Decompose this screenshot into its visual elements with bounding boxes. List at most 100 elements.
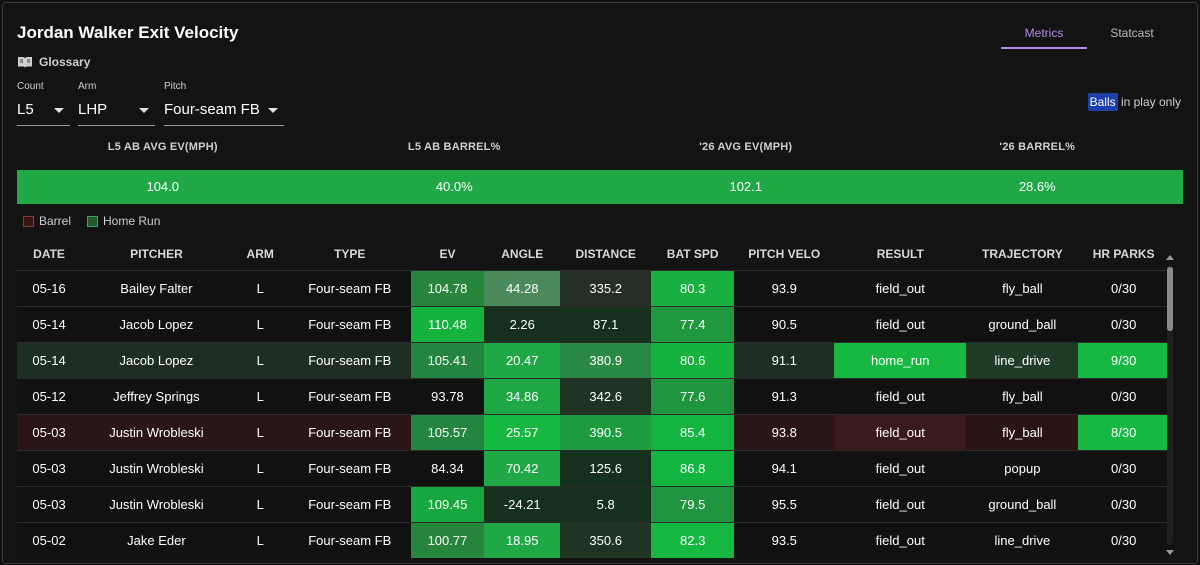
tab-statcast[interactable]: Statcast [1110, 26, 1154, 40]
table-cell: 05-02 [17, 522, 82, 558]
table-cell: 44.28 [484, 270, 561, 307]
balls-chip[interactable]: Balls [1087, 93, 1118, 111]
table-cell: 20.47 [484, 342, 561, 379]
summary-label: '26 BARREL% [999, 141, 1076, 153]
table-row[interactable]: 05-16 Bailey Falter L Four-seam FB 104.78 44.… [17, 270, 1169, 307]
table-row[interactable]: 05-14 Jacob Lopez L Four-seam FB 105.41 20.47… [17, 342, 1169, 379]
table-cell: Four-seam FB [288, 450, 411, 487]
scroll-thumb[interactable] [1167, 267, 1173, 331]
table-cell: 0/30 [1078, 378, 1169, 415]
table-cell: 86.8 [650, 450, 735, 487]
table-cell: 93.8 [734, 414, 835, 451]
table-cell: Four-seam FB [288, 522, 411, 558]
table-cell: Justin Wrobleski [81, 414, 232, 451]
table-cell: field_out [834, 414, 967, 451]
col-header[interactable]: PITCH VELO [748, 247, 821, 261]
table-cell: 105.57 [410, 414, 485, 451]
table-cell: Four-seam FB [288, 342, 411, 379]
scroll-down-icon[interactable] [1166, 550, 1174, 555]
table-cell: popup [966, 450, 1079, 487]
legend-barrel-label: Barrel [39, 214, 72, 228]
table-cell: 25.57 [484, 414, 561, 451]
summary-value: 40.0% [435, 179, 473, 194]
table-cell: 2.26 [484, 306, 561, 343]
chevron-down-icon [54, 108, 64, 113]
table-cell: 80.3 [650, 270, 735, 307]
table-cell: L [231, 414, 289, 451]
table-cell: field_out [834, 270, 967, 307]
col-header[interactable]: PITCHER [130, 247, 183, 261]
table-scrollbar[interactable] [1165, 255, 1175, 555]
table-cell: ground_ball [966, 306, 1079, 343]
scroll-up-icon[interactable] [1166, 255, 1174, 260]
arm-select[interactable]: LHP [78, 97, 155, 126]
table-cell: 109.45 [410, 486, 485, 523]
table-cell: Justin Wrobleski [81, 486, 232, 523]
table-cell: 125.6 [560, 450, 651, 487]
page-title: Jordan Walker Exit Velocity [17, 23, 239, 42]
table-cell: 05-12 [17, 378, 82, 415]
count-value: L5 [17, 101, 34, 118]
col-header[interactable]: DISTANCE [575, 247, 636, 261]
table-cell: L [231, 342, 289, 379]
balls-in-play-toggle[interactable]: Balls in play only [1087, 93, 1181, 111]
col-header[interactable]: BAT SPD [666, 247, 719, 261]
arm-value: LHP [78, 101, 108, 118]
legend-home-run-label: Home Run [103, 214, 161, 228]
table-cell: 342.6 [560, 378, 651, 415]
col-header[interactable]: RESULT [876, 247, 924, 261]
table-row[interactable]: 05-14 Jacob Lopez L Four-seam FB 110.48 2.26 8… [17, 306, 1169, 343]
table-cell: L [231, 450, 289, 487]
chevron-down-icon [139, 108, 149, 113]
table-cell: 34.86 [484, 378, 561, 415]
table-cell: 05-14 [17, 306, 82, 343]
col-header[interactable]: HR PARKS [1092, 247, 1155, 261]
col-header[interactable]: ARM [246, 247, 274, 261]
table-cell: 94.1 [734, 450, 835, 487]
legend-home-run: Home Run [87, 214, 160, 228]
table-cell: 390.5 [560, 414, 651, 451]
table-cell: field_out [834, 522, 967, 558]
table-cell: L [231, 270, 289, 307]
table-row[interactable]: 05-03 Justin Wrobleski L Four-seam FB 109.45… [17, 486, 1169, 523]
table-cell: 18.95 [484, 522, 561, 558]
col-header[interactable]: DATE [33, 247, 65, 261]
glossary-link[interactable]: Glossary [17, 55, 90, 69]
table-cell: 380.9 [560, 342, 651, 379]
table-cell: ground_ball [966, 486, 1079, 523]
table-cell: 0/30 [1078, 522, 1169, 558]
tab-metrics[interactable]: Metrics [1001, 21, 1087, 49]
table-cell: 0/30 [1078, 306, 1169, 343]
table-cell: 105.41 [410, 342, 485, 379]
table-row[interactable]: 05-03 Justin Wrobleski L Four-seam FB 105.57… [17, 414, 1169, 451]
table-cell: Four-seam FB [288, 414, 411, 451]
pitch-select[interactable]: Four-seam FB [164, 97, 284, 126]
table-cell: L [231, 486, 289, 523]
pitch-label: Pitch [164, 81, 187, 92]
summary-labels: L5 AB AVG EV(MPH) L5 AB BARREL% '26 AVG … [17, 141, 1183, 153]
col-header[interactable]: ANGLE [501, 247, 544, 261]
scroll-track[interactable] [1167, 265, 1173, 545]
table-cell: L [231, 378, 289, 415]
table-cell: 80.6 [650, 342, 735, 379]
table-cell: 5.8 [560, 486, 651, 523]
table-cell: field_out [834, 378, 967, 415]
table-header-row: DATE PITCHER ARM TYPE EV ANGLE DISTANCE … [17, 238, 1169, 271]
table-row[interactable]: 05-03 Justin Wrobleski L Four-seam FB 84.34 7… [17, 450, 1169, 487]
table-row[interactable]: 05-02 Jake Eder L Four-seam FB 100.77 18.95 35… [17, 522, 1169, 558]
table-cell: 79.5 [650, 486, 735, 523]
table-cell: L [231, 306, 289, 343]
col-header[interactable]: EV [439, 247, 456, 261]
col-header[interactable]: TYPE [334, 247, 366, 261]
table-cell: Jacob Lopez [81, 306, 232, 343]
table-row[interactable]: 05-12 Jeffrey Springs L Four-seam FB 93.78 34… [17, 378, 1169, 415]
table-cell: fly_ball [966, 414, 1079, 451]
count-label: Count [17, 81, 44, 92]
table-cell: Four-seam FB [288, 486, 411, 523]
table-cell: 90.5 [734, 306, 835, 343]
count-select[interactable]: L5 [17, 97, 70, 126]
col-header[interactable]: TRAJECTORY [982, 247, 1063, 261]
table-cell: 93.5 [734, 522, 835, 558]
table-cell: 91.1 [734, 342, 835, 379]
book-icon [18, 56, 32, 68]
